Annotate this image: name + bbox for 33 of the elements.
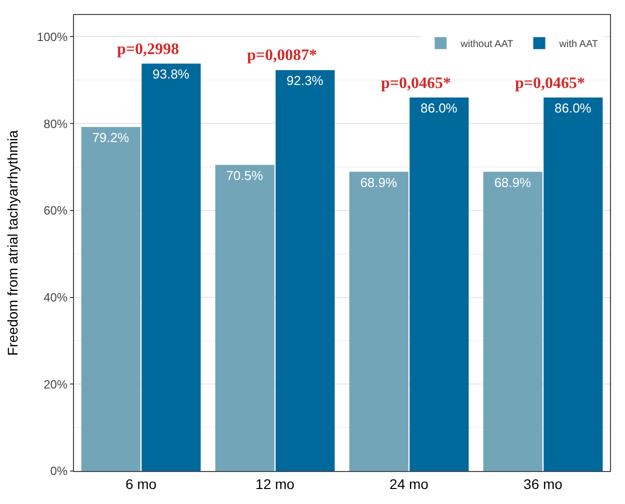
annotation: p=0,0087* xyxy=(247,47,318,64)
data-label: 86.0% xyxy=(554,100,592,116)
y-tick-label: 0% xyxy=(50,464,68,478)
bar xyxy=(410,98,469,471)
annotation: p=0,2998 xyxy=(117,41,180,58)
bar xyxy=(544,98,603,471)
bar xyxy=(349,172,408,471)
data-label: 86.0% xyxy=(420,100,458,116)
annotation: p=0,0465* xyxy=(381,75,452,92)
x-tick-label: 24 mo xyxy=(390,476,429,492)
data-label: 92.3% xyxy=(286,73,324,88)
y-tick-label: 40% xyxy=(44,290,68,304)
data-label: 93.8% xyxy=(152,66,190,82)
legend-label: with AAT xyxy=(558,39,598,50)
y-tick-label: 60% xyxy=(44,204,68,218)
data-label: 79.2% xyxy=(92,130,130,146)
y-tick-label: 80% xyxy=(44,116,68,131)
data-label: 70.5% xyxy=(226,168,264,183)
y-tick-label: 100% xyxy=(36,30,68,44)
annotation: p=0,0465* xyxy=(515,75,586,92)
y-axis-title: Freedom from atrial tachyarrhythmia xyxy=(4,130,20,356)
bar xyxy=(276,70,335,471)
x-tick-label: 6 mo xyxy=(125,476,157,492)
bar xyxy=(142,64,201,471)
bar xyxy=(81,127,140,471)
x-tick-label: 36 mo xyxy=(524,476,563,492)
x-tick-label: 12 mo xyxy=(256,476,295,492)
data-label: 68.9% xyxy=(360,174,398,190)
y-tick-label: 20% xyxy=(44,377,68,392)
bar xyxy=(215,164,274,471)
legend-label: without AAT xyxy=(460,39,514,50)
data-label: 68.9% xyxy=(494,174,532,190)
bar xyxy=(483,172,542,471)
